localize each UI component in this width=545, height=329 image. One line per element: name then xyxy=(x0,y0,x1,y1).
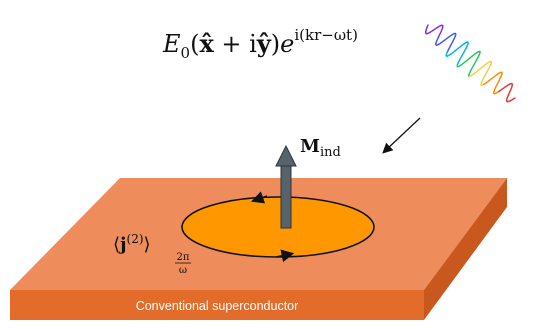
current-loop xyxy=(181,191,375,263)
slab-front-face xyxy=(10,290,424,320)
current-arrow-top-icon xyxy=(250,191,268,204)
circularly-polarized-wave-icon xyxy=(424,24,516,103)
svg-text:⟨j(2)⟩: ⟨j(2)⟩ xyxy=(113,232,151,255)
magnetization-label: Mind xyxy=(300,136,341,160)
field-equation: E0(x̂ + iŷ)ei(kr−ωt) xyxy=(162,26,358,62)
current-sub-numerator: 2π xyxy=(177,252,190,263)
magnetization-arrow-head-icon xyxy=(275,144,297,167)
magnetization-arrow xyxy=(275,144,297,229)
incidence-arrow-icon xyxy=(382,117,421,154)
slab-label: Conventional superconductor xyxy=(136,299,299,313)
wave-segment xyxy=(513,97,516,100)
current-sub-denominator: ω xyxy=(179,265,187,276)
current-arrow-bottom-icon xyxy=(275,249,295,263)
slab-side-face xyxy=(424,178,507,320)
current-loop-ellipse xyxy=(181,196,375,258)
magnetization-arrow-shaft xyxy=(280,164,292,229)
current-label: ⟨j(2)⟩ 2π ω xyxy=(113,232,191,276)
